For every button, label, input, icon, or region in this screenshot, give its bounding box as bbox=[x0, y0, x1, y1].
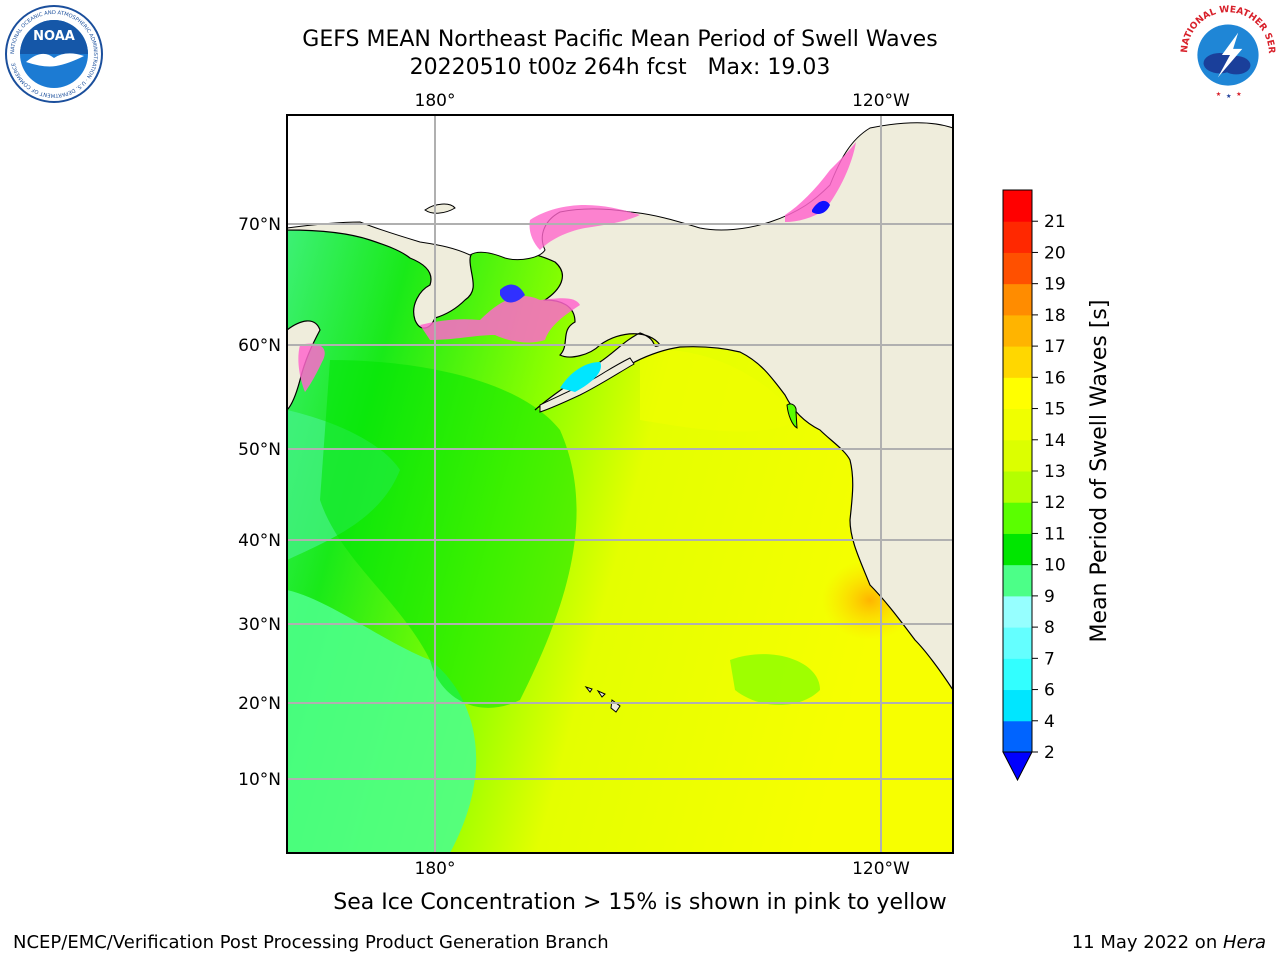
colorbar-tick-label: 18 bbox=[1044, 306, 1066, 326]
colorbar-bin bbox=[1003, 283, 1032, 316]
noaa-wordmark: NOAA bbox=[33, 29, 75, 44]
lon-tick-bottom-120w: 120°W bbox=[852, 859, 910, 879]
colorbar-tick-label: 21 bbox=[1044, 212, 1066, 232]
footer-host: Hera bbox=[1222, 932, 1266, 953]
colorbar-tick-label: 7 bbox=[1044, 649, 1055, 669]
svg-text:★: ★ bbox=[1216, 91, 1222, 98]
colorbar: 2 4 6 7 8 9 10 11 12 13 14 15 16 17 18 19 20 21 bbox=[1002, 189, 1066, 782]
region-east-green-patch bbox=[730, 654, 820, 705]
colorbar-bin bbox=[1003, 658, 1032, 691]
colorbar-bin bbox=[1003, 595, 1032, 628]
colorbar-bin bbox=[1003, 689, 1032, 722]
colorbar-bin bbox=[1003, 564, 1032, 597]
colorbar-tick-label: 8 bbox=[1044, 618, 1055, 638]
colorbar-tick-label: 17 bbox=[1044, 337, 1066, 357]
nws-logo: NATIONAL WEATHER SERVICE ★ ★ ★ bbox=[1177, 2, 1277, 102]
lat-tick-70n: 70°N bbox=[238, 215, 281, 235]
chart-subtitle: 20220510 t00z 264h fcst Max: 19.03 bbox=[409, 55, 831, 80]
lat-tick-20n: 20°N bbox=[238, 694, 281, 714]
footer-credit: NCEP/EMC/Verification Post Processing Pr… bbox=[13, 932, 609, 953]
colorbar-bin bbox=[1003, 314, 1032, 347]
sea-ice-bering bbox=[420, 296, 580, 343]
colorbar-bin bbox=[1003, 346, 1032, 378]
region-cook-inlet bbox=[560, 362, 601, 392]
lon-tick-bottom-180: 180° bbox=[415, 859, 456, 879]
colorbar-tick-label: 4 bbox=[1044, 712, 1055, 732]
graticule bbox=[287, 115, 953, 853]
colorbar-bin bbox=[1003, 720, 1032, 753]
colorbar-tick-label: 19 bbox=[1044, 275, 1066, 295]
colorbar-bin bbox=[1003, 502, 1032, 534]
noaa-logo: NATIONAL OCEANIC AND ATMOSPHERIC ADMINIS… bbox=[5, 5, 103, 103]
colorbar-bin bbox=[1003, 439, 1032, 472]
colorbar-tick-label: 10 bbox=[1044, 556, 1066, 576]
colorbar-bin bbox=[1003, 408, 1032, 441]
lat-tick-30n: 30°N bbox=[238, 615, 281, 635]
colorbar-extend-min bbox=[1002, 751, 1033, 782]
sea-ice-chukchi bbox=[529, 205, 640, 250]
colorbar-bin bbox=[1003, 377, 1032, 410]
lon-tick-top-120w: 120°W bbox=[852, 91, 910, 111]
sea-ice-beaufort-blue bbox=[812, 200, 830, 214]
colorbar-label: Mean Period of Swell Waves [s] bbox=[1087, 300, 1112, 643]
map-field bbox=[287, 115, 953, 853]
sea-ice-kamchatka bbox=[298, 343, 325, 392]
footer-date-text: 11 May 2022 on bbox=[1071, 932, 1223, 953]
map-frame bbox=[286, 114, 954, 854]
colorbar-tick-label: 2 bbox=[1044, 743, 1055, 763]
lat-tick-50n: 50°N bbox=[238, 440, 281, 460]
colorbar-tick-label: 15 bbox=[1044, 400, 1066, 420]
vancouver-island bbox=[786, 403, 798, 429]
colorbar-tick-label: 13 bbox=[1044, 462, 1066, 482]
colorbar-tick-label: 14 bbox=[1044, 431, 1066, 451]
sea-ice-note: Sea Ice Concentration > 15% is shown in … bbox=[333, 890, 947, 915]
sea-ice-bering-blue bbox=[500, 284, 525, 303]
lon-tick-top-180: 180° bbox=[415, 91, 456, 111]
sea-ice-beaufort bbox=[785, 142, 856, 222]
region-central bbox=[320, 360, 577, 708]
region-gulf-alaska bbox=[640, 349, 800, 432]
colorbar-tick-label: 11 bbox=[1044, 524, 1066, 544]
svg-text:★: ★ bbox=[1226, 93, 1232, 100]
colorbar-bin bbox=[1003, 190, 1032, 222]
region-western-subtropical bbox=[287, 590, 477, 853]
svg-text:★: ★ bbox=[1236, 91, 1242, 98]
chart-title: GEFS MEAN Northeast Pacific Mean Period … bbox=[302, 27, 938, 52]
lat-tick-40n: 40°N bbox=[238, 531, 281, 551]
colorbar-tick-label: 6 bbox=[1044, 681, 1055, 701]
colorbar-tick-label: 20 bbox=[1044, 243, 1066, 263]
lat-tick-60n: 60°N bbox=[238, 336, 281, 356]
colorbar-bin bbox=[1003, 221, 1032, 253]
colorbar-bin bbox=[1003, 627, 1032, 659]
colorbar-bin bbox=[1003, 533, 1032, 566]
lat-tick-10n: 10°N bbox=[238, 770, 281, 790]
colorbar-tick-label: 12 bbox=[1044, 493, 1066, 513]
colorbar-tick-label: 16 bbox=[1044, 368, 1066, 388]
colorbar-bin bbox=[1003, 252, 1032, 285]
colorbar-bin bbox=[1003, 471, 1032, 503]
colorbar-tick-label: 9 bbox=[1044, 587, 1055, 607]
footer-date: 11 May 2022 on Hera bbox=[1072, 932, 1266, 953]
